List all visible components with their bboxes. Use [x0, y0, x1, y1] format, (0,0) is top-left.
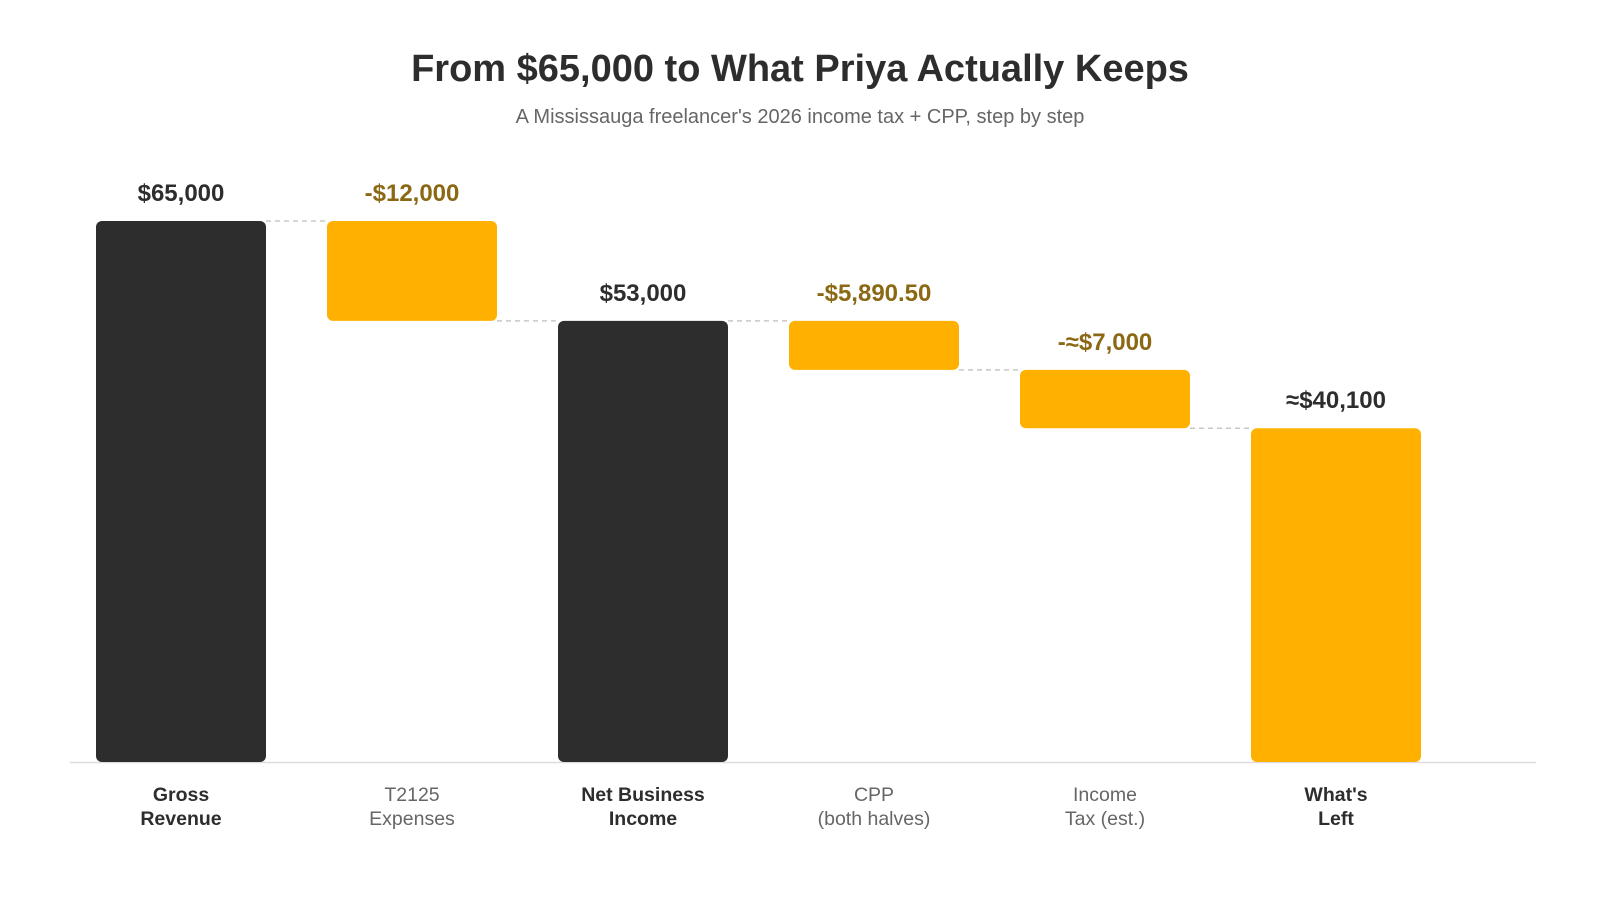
chart-title: From $65,000 to What Priya Actually Keep… — [411, 48, 1189, 90]
category-label-5-line-1: Income — [1073, 784, 1137, 806]
category-label-2-line-2: Expenses — [369, 808, 455, 830]
bar-4 — [789, 320, 959, 370]
value-label-1: $65,000 — [138, 180, 225, 207]
category-label-4-line-1: CPP — [854, 784, 894, 806]
value-label-3: $53,000 — [600, 280, 687, 307]
value-label-6: ≈$40,100 — [1286, 387, 1386, 414]
category-label-5-line-2: Tax (est.) — [1065, 808, 1145, 830]
bar-3 — [558, 320, 728, 762]
category-label-3-line-1: Net Business — [581, 784, 705, 806]
bar-1 — [96, 221, 266, 762]
category-label-4-line-2: (both halves) — [818, 808, 931, 830]
bar-5 — [1020, 369, 1190, 429]
bar-2 — [327, 221, 497, 321]
category-label-6-line-2: Left — [1318, 808, 1354, 830]
category-label-2-line-1: T2125 — [384, 784, 439, 806]
category-label-6-line-1: What's — [1304, 784, 1367, 806]
value-label-4: -$5,890.50 — [817, 280, 932, 307]
category-label-1-line-2: Revenue — [140, 808, 221, 830]
chart-subtitle: A Mississauga freelancer's 2026 income t… — [515, 106, 1085, 128]
category-label-1-line-1: Gross — [153, 784, 210, 806]
value-label-2: -$12,000 — [365, 180, 460, 207]
value-label-5: -≈$7,000 — [1058, 329, 1153, 356]
bar-6 — [1251, 428, 1421, 762]
category-label-3-line-2: Income — [609, 808, 677, 830]
